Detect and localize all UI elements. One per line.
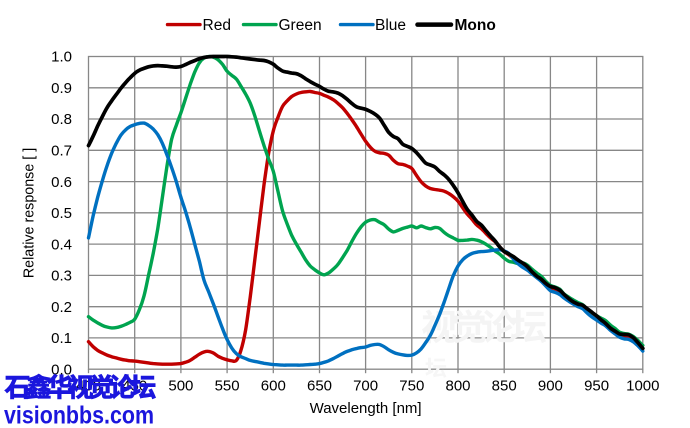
svg-text:0.0: 0.0 [51, 361, 72, 378]
svg-text:0.6: 0.6 [51, 174, 72, 191]
svg-text:700: 700 [353, 378, 378, 395]
svg-text:0.5: 0.5 [51, 205, 72, 222]
svg-text:0.8: 0.8 [51, 111, 72, 128]
svg-text:900: 900 [538, 378, 563, 395]
svg-text:850: 850 [492, 378, 517, 395]
svg-text:0.9: 0.9 [51, 80, 72, 97]
svg-text:0.1: 0.1 [51, 330, 72, 347]
svg-text:1000: 1000 [626, 378, 659, 395]
svg-text:0.4: 0.4 [51, 236, 72, 253]
svg-text:Mono: Mono [455, 17, 496, 34]
svg-text:1.0: 1.0 [51, 49, 72, 66]
svg-text:Green: Green [279, 17, 322, 34]
svg-text:Blue: Blue [375, 17, 406, 34]
svg-text:Red: Red [203, 17, 231, 34]
svg-text:600: 600 [261, 378, 286, 395]
svg-text:Wavelength [nm]: Wavelength [nm] [310, 400, 422, 417]
svg-text:650: 650 [307, 378, 332, 395]
svg-text:750: 750 [399, 378, 424, 395]
svg-text:950: 950 [584, 378, 609, 395]
svg-text:550: 550 [215, 378, 240, 395]
svg-text:500: 500 [168, 378, 193, 395]
svg-text:800: 800 [445, 378, 470, 395]
svg-text:0.7: 0.7 [51, 143, 72, 160]
svg-text:visionbbs.com: visionbbs.com [4, 402, 154, 428]
svg-text:0.3: 0.3 [51, 268, 72, 285]
svg-text:0.2: 0.2 [51, 299, 72, 316]
svg-text:Relative response [ ]: Relative response [ ] [22, 148, 38, 278]
